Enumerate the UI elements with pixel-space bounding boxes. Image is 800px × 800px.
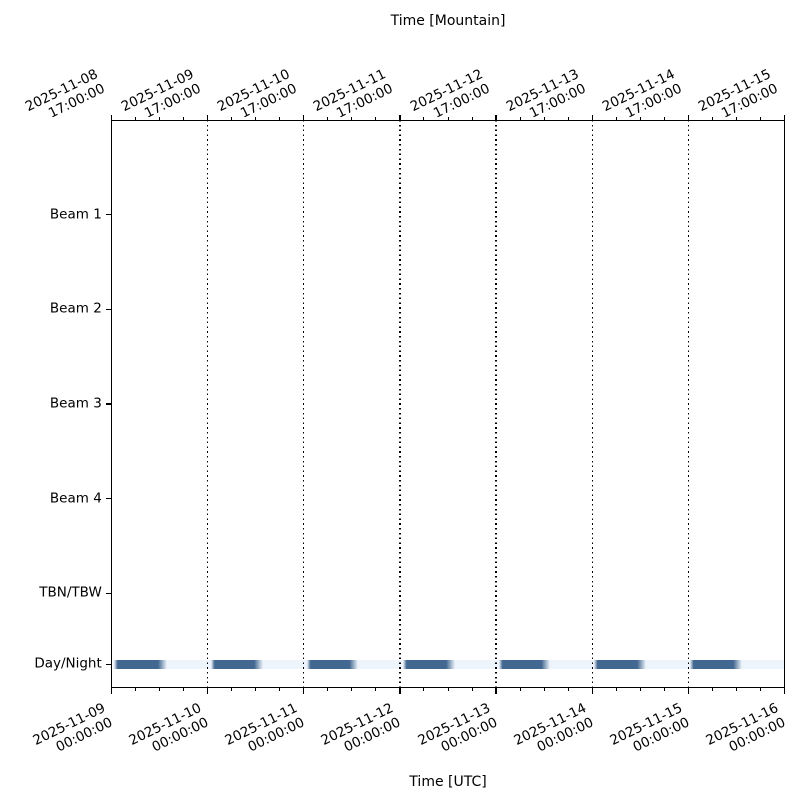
x-tick-minor-bottom — [255, 688, 257, 691]
x-tick-minor-top — [567, 117, 569, 120]
x-tick-label-bottom: 2025-11-13 00:00:00 — [415, 700, 500, 763]
night-bar — [210, 659, 263, 669]
y-tick-label: Beam 3 — [49, 395, 102, 412]
x-tick-minor-bottom — [615, 688, 617, 691]
utc-midnight-gridline — [302, 120, 305, 688]
top-axis-title: Time [Mountain] — [390, 13, 506, 29]
utc-midnight-gridline — [687, 120, 690, 688]
x-tick-major-bottom — [302, 688, 305, 694]
y-tick — [105, 308, 112, 311]
night-bar — [114, 659, 168, 669]
x-tick-minor-bottom — [639, 688, 641, 691]
x-tick-minor-top — [615, 117, 617, 120]
y-tick — [105, 213, 112, 216]
night-bar — [498, 659, 551, 669]
x-tick-minor-bottom — [543, 688, 545, 691]
x-tick-minor-top — [519, 117, 521, 120]
x-tick-minor-bottom — [567, 688, 569, 691]
y-tick-label: Day/Night — [34, 656, 102, 673]
x-tick-major-top — [302, 114, 305, 120]
x-tick-label-top: 2025-11-08 17:00:00 — [23, 66, 107, 129]
x-tick-major-bottom — [206, 688, 209, 694]
x-tick-minor-top — [639, 117, 641, 120]
x-tick-minor-bottom — [760, 688, 762, 691]
x-tick-label-bottom: 2025-11-16 00:00:00 — [704, 700, 788, 763]
x-tick-minor-bottom — [351, 688, 353, 691]
x-tick-minor-top — [712, 117, 714, 120]
plot-area — [111, 120, 785, 688]
x-tick-minor-top — [182, 117, 184, 120]
x-tick-minor-bottom — [158, 688, 160, 691]
x-tick-major-top — [687, 114, 690, 120]
utc-midnight-gridline — [399, 120, 401, 688]
x-tick-minor-bottom — [327, 688, 329, 691]
night-bar — [594, 659, 646, 669]
y-tick-label: TBN/TBW — [39, 585, 102, 602]
x-tick-minor-bottom — [663, 688, 665, 691]
x-tick-label-bottom: 2025-11-10 00:00:00 — [127, 700, 211, 763]
y-tick — [105, 403, 112, 405]
x-tick-label-bottom: 2025-11-14 00:00:00 — [511, 700, 596, 763]
x-tick-minor-top — [255, 117, 257, 120]
x-tick-minor-bottom — [519, 688, 521, 691]
night-bar — [402, 659, 455, 669]
x-tick-minor-top — [134, 117, 136, 120]
x-tick-major-bottom — [495, 688, 497, 694]
x-tick-major-top — [783, 114, 786, 120]
night-bar — [690, 659, 742, 669]
x-tick-label-bottom: 2025-11-12 00:00:00 — [319, 700, 403, 763]
utc-midnight-gridline — [591, 120, 594, 688]
x-tick-major-bottom — [399, 688, 401, 694]
x-tick-minor-bottom — [423, 688, 425, 691]
x-tick-minor-top — [423, 117, 425, 120]
x-tick-minor-top — [471, 117, 473, 120]
x-tick-major-bottom — [591, 688, 594, 694]
x-tick-minor-bottom — [182, 688, 184, 691]
x-tick-label-bottom: 2025-11-15 00:00:00 — [608, 700, 692, 763]
x-tick-minor-bottom — [471, 688, 473, 691]
y-tick-label: Beam 2 — [49, 301, 102, 318]
x-tick-minor-top — [279, 117, 281, 120]
x-tick-major-bottom — [687, 688, 690, 694]
x-tick-minor-top — [663, 117, 665, 120]
x-tick-minor-top — [158, 117, 160, 120]
x-tick-minor-top — [447, 117, 449, 120]
y-tick — [105, 663, 112, 666]
x-tick-minor-bottom — [279, 688, 281, 691]
x-tick-minor-top — [760, 117, 762, 120]
x-tick-minor-bottom — [375, 688, 377, 691]
x-tick-label-bottom: 2025-11-09 00:00:00 — [30, 700, 115, 763]
x-tick-minor-bottom — [134, 688, 136, 691]
x-tick-major-bottom — [110, 688, 113, 694]
x-tick-minor-top — [736, 117, 738, 120]
x-tick-major-top — [399, 114, 401, 120]
utc-midnight-gridline — [206, 120, 209, 688]
x-tick-minor-bottom — [736, 688, 738, 691]
x-tick-minor-top — [375, 117, 377, 120]
x-tick-major-top — [495, 114, 497, 120]
x-tick-minor-top — [543, 117, 545, 120]
y-tick — [105, 592, 112, 595]
x-tick-label-bottom: 2025-11-11 00:00:00 — [223, 700, 307, 763]
y-tick — [105, 497, 112, 500]
x-tick-minor-bottom — [712, 688, 714, 691]
x-tick-major-bottom — [783, 688, 786, 694]
x-tick-major-top — [591, 114, 594, 120]
utc-midnight-gridline — [495, 120, 497, 688]
night-bar — [306, 659, 359, 669]
x-tick-minor-bottom — [231, 688, 233, 691]
x-tick-minor-top — [327, 117, 329, 120]
bottom-axis-title: Time [UTC] — [409, 774, 487, 790]
x-tick-minor-bottom — [447, 688, 449, 691]
x-tick-major-top — [110, 114, 113, 120]
x-tick-minor-top — [351, 117, 353, 120]
x-tick-major-top — [206, 114, 209, 120]
x-tick-minor-top — [231, 117, 233, 120]
y-tick-label: Beam 4 — [49, 490, 102, 507]
y-tick-label: Beam 1 — [49, 206, 102, 223]
